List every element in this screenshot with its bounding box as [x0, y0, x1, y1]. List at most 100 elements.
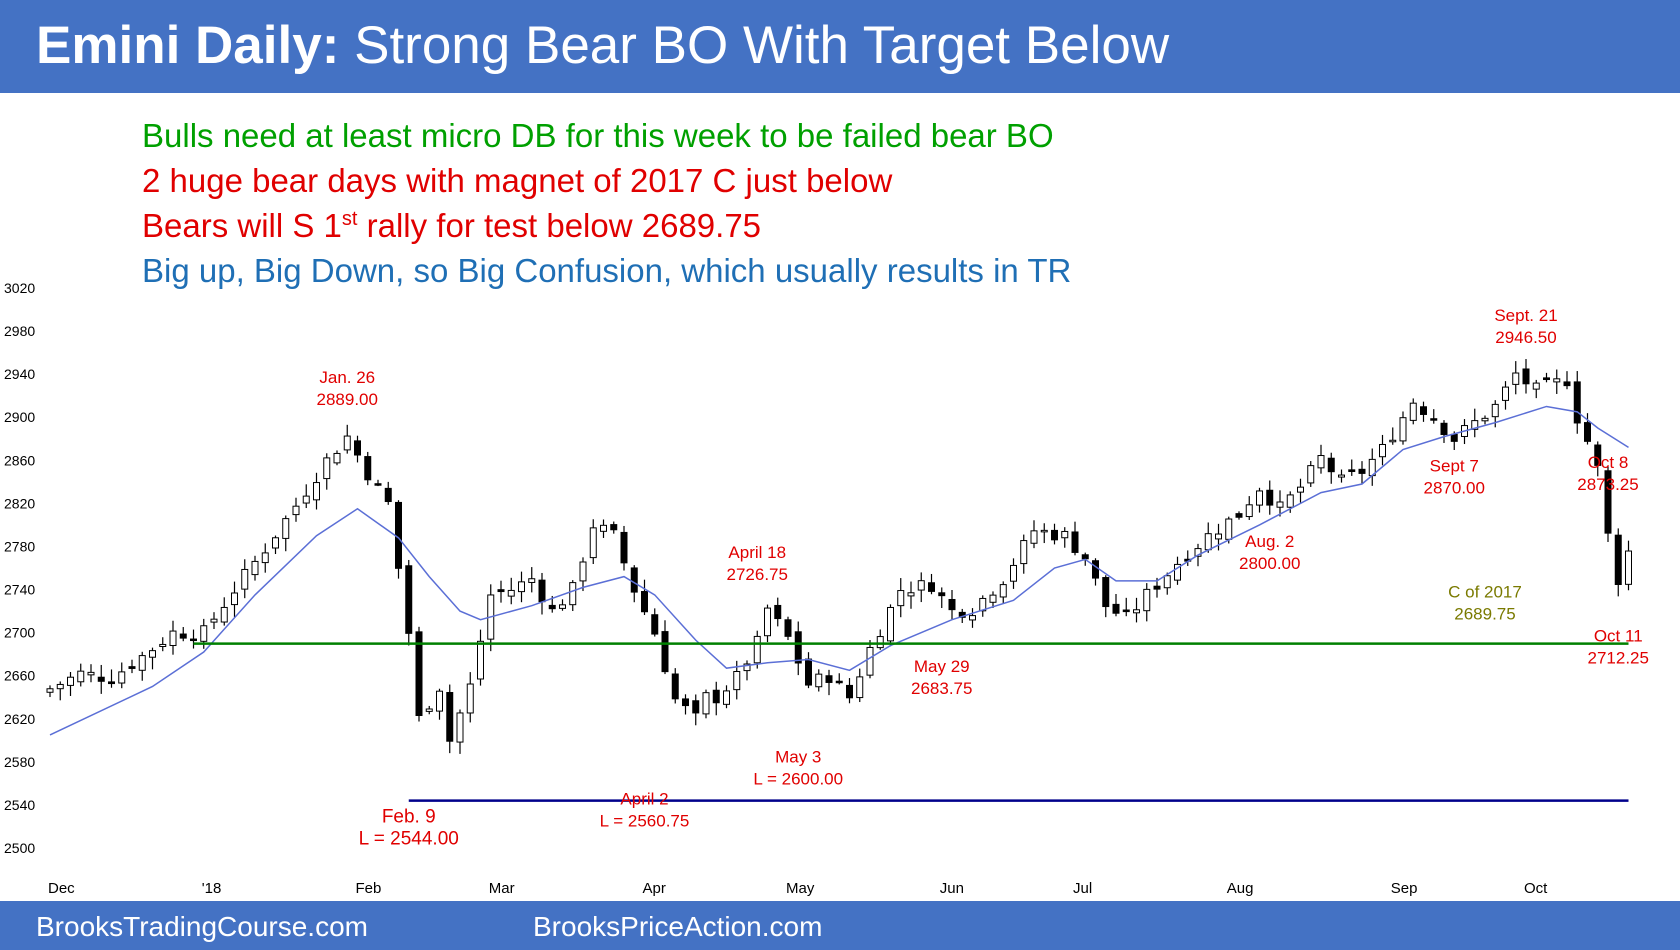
candle-bear: [190, 638, 197, 642]
annotation-value: 2800.00: [1239, 554, 1300, 573]
candle-bear: [1081, 554, 1089, 560]
candle-bull: [579, 561, 587, 582]
candle-bull: [46, 688, 54, 693]
candle-bull: [1471, 420, 1479, 430]
candle-bear: [692, 700, 700, 714]
note-bears-pre: Bears will S 1: [142, 207, 342, 244]
footer-right-link[interactable]: BrooksPriceAction.com: [533, 911, 823, 942]
annotation-label: Oct 8: [1588, 453, 1629, 472]
candle-bull: [569, 582, 577, 606]
candle-bear: [374, 483, 382, 486]
x-tick-label: Feb: [356, 880, 382, 897]
candle-bull: [1133, 609, 1140, 614]
candle-bull: [425, 708, 433, 712]
candle-bear: [405, 565, 413, 634]
y-tick-label: 2500: [4, 840, 35, 856]
candle-bull: [87, 671, 95, 676]
candle-bear: [1327, 457, 1335, 473]
candle-bear: [1420, 406, 1427, 415]
candle-bull: [1625, 550, 1632, 585]
candle-bear: [651, 614, 659, 635]
candle-bear: [384, 487, 392, 503]
candle-bull: [1276, 501, 1284, 508]
y-tick-label: 2940: [4, 366, 35, 382]
candle-bull: [333, 452, 341, 464]
candle-bull: [1163, 575, 1171, 589]
annotation-label: April 2: [620, 790, 668, 809]
candle-bear: [364, 456, 372, 481]
candle-bull: [1040, 529, 1048, 533]
title-bar: Emini Daily: Strong Bear BO With Target …: [0, 0, 1680, 93]
annotation-value: L = 2600.00: [753, 769, 843, 788]
x-tick-label: May: [786, 880, 815, 897]
x-tick-label: '18: [202, 880, 222, 897]
candle-bull: [292, 505, 300, 516]
candle-bear: [630, 567, 638, 593]
annotation-value: L = 2560.75: [600, 812, 690, 831]
candle-bull: [815, 673, 823, 688]
candle-bull: [528, 578, 536, 583]
note-bear-days: 2 huge bear days with magnet of 2017 C j…: [142, 162, 893, 199]
y-tick-label: 2620: [4, 711, 35, 727]
candle-bear: [497, 589, 505, 593]
footer-left-link[interactable]: BrooksTradingCourse.com: [36, 911, 368, 942]
annotation-label: May 3: [775, 747, 821, 766]
candle-bull: [1379, 443, 1386, 458]
candle-bear: [1112, 603, 1120, 614]
annotation-label: C of 2017: [1448, 583, 1522, 602]
candle-bull: [241, 568, 249, 590]
candle-bull: [1307, 465, 1315, 484]
candle-bull: [979, 597, 987, 612]
candle-bull: [1409, 402, 1417, 421]
candle-bear: [1122, 609, 1130, 613]
candle-bear: [825, 675, 833, 683]
candle-bull: [1174, 563, 1181, 581]
candle-bull: [999, 584, 1007, 598]
candle-bull: [436, 690, 443, 712]
y-tick-label: 2540: [4, 797, 35, 813]
x-tick-label: Mar: [489, 880, 515, 897]
candle-bull: [723, 690, 730, 705]
candle-bear: [774, 604, 782, 620]
candle-bull: [1317, 455, 1325, 469]
candle-bear: [1266, 489, 1274, 506]
candle-bear: [1092, 560, 1099, 579]
candle-bull: [272, 537, 279, 549]
candle-bull: [302, 495, 310, 504]
annotation-label: Aug. 2: [1245, 532, 1294, 551]
candle-bear: [1051, 529, 1058, 541]
candle-bull: [220, 606, 228, 623]
candle-bear: [395, 501, 402, 569]
candle-bull: [323, 457, 331, 480]
x-tick-label: Jun: [940, 880, 964, 897]
candle-bull: [456, 712, 464, 743]
candle-bull: [1286, 494, 1294, 508]
candle-bull: [507, 589, 515, 597]
x-tick-label: Apr: [643, 880, 666, 897]
candle-bull: [702, 692, 710, 715]
annotation-value: 2689.75: [1454, 605, 1515, 624]
candle-bear: [928, 582, 935, 592]
candle-bear: [948, 598, 956, 611]
page-title: Emini Daily: Strong Bear BO With Target …: [36, 14, 1169, 78]
candle-bull: [856, 676, 864, 699]
candle-bull: [917, 580, 925, 591]
candle-bear: [1543, 377, 1550, 381]
candle-bull: [1389, 439, 1397, 443]
y-tick-label: 3020: [4, 280, 35, 296]
candle-bull: [1194, 548, 1202, 557]
annotation-value: 2946.50: [1495, 328, 1556, 347]
y-tick-label: 2820: [4, 495, 35, 511]
note-bears-sell: Bears will S 1st rally for test below 26…: [142, 207, 761, 244]
y-tick-label: 2740: [4, 582, 35, 598]
candle-bull: [1256, 490, 1263, 506]
x-tick-label: Aug: [1227, 880, 1254, 897]
candle-bear: [671, 673, 679, 700]
candle-bull: [1297, 486, 1304, 493]
candle-bear: [179, 633, 187, 639]
annotation-value: 2889.00: [317, 390, 378, 409]
candle-bear: [610, 524, 618, 531]
y-tick-label: 2780: [4, 538, 35, 554]
candle-bear: [1522, 368, 1530, 385]
